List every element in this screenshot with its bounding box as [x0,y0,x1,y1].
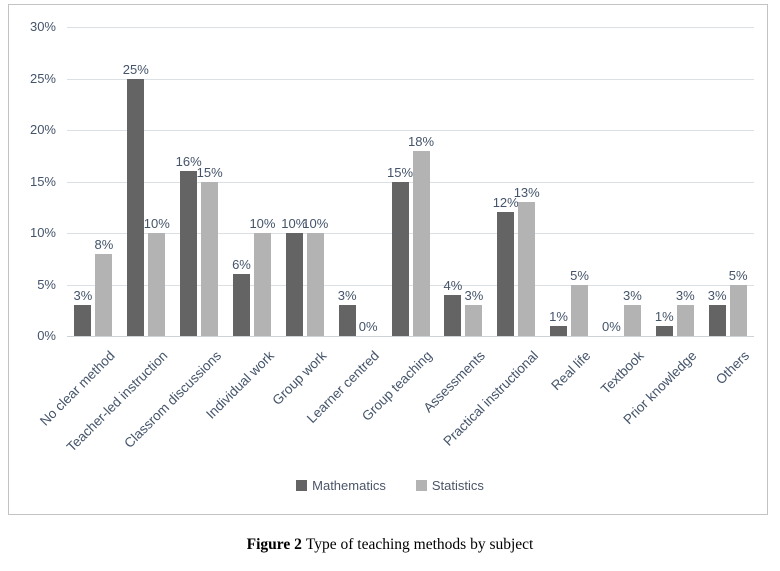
legend-item-mathematics: Mathematics [296,478,386,493]
bar-value-label: 10% [143,216,170,231]
bar-value-label: 16% [175,154,202,170]
bar-mathematics [127,78,145,336]
bar-statistics [253,233,271,336]
bar-mathematics [444,294,462,336]
bar-statistics [412,150,430,336]
legend-label: Mathematics [312,478,386,493]
bar-value-label: 3% [675,288,695,304]
bar-value-label: 4% [443,277,463,293]
bar-statistics [148,233,166,336]
bar-mathematics [497,212,515,336]
bar-value-label: 0% [358,319,378,334]
legend-swatch-icon [415,480,427,491]
legend-swatch-icon [296,480,308,491]
x-axis-label: Real life [548,348,594,394]
bar-mathematics [74,305,92,336]
gridline [67,27,754,28]
bar-mathematics [338,305,356,336]
bar-value-label: 1% [549,308,568,324]
bar-mathematics [550,325,568,336]
y-axis-tick: 5% [37,276,56,292]
bar-value-label: 6% [232,257,251,273]
bar-mathematics [285,233,303,336]
y-axis-tick: 30% [29,19,56,34]
bar-value-label: 10% [281,216,308,231]
chart-legend: Mathematics Statistics [0,478,780,493]
bar-value-label: 3% [623,288,642,304]
bar-value-label: 25% [122,61,149,77]
bar-value-label: 10% [249,216,276,231]
figure-caption-text: Type of teaching methods by subject [305,536,534,553]
x-axis-line [67,336,754,337]
bar-mathematics [655,325,673,336]
bar-statistics [729,284,747,336]
bar-statistics [571,284,589,336]
y-axis-tick: 25% [29,70,56,86]
bar-value-label: 3% [337,288,357,304]
bar-value-label: 5% [728,267,748,283]
bar-value-label: 8% [94,236,114,252]
gridline [67,78,754,80]
bar-value-label: 1% [654,308,674,324]
bar-value-label: 3% [464,288,484,304]
y-axis-tick: 20% [29,122,56,137]
bar-value-label: 13% [513,185,540,201]
x-axis-label: Practical instructional [440,348,541,449]
bar-statistics [623,305,641,336]
x-axis-label: Others [712,348,753,388]
gridline [67,130,754,131]
x-axis-label: Textbook [597,348,647,397]
bar-value-label: 15% [387,164,414,180]
bar-value-label: 15% [196,164,223,180]
gridline [67,284,754,286]
bar-statistics [465,305,483,336]
bar-value-label: 3% [73,288,93,304]
bar-statistics [518,202,536,336]
chart-area: 0% 5% 10% 15% 20% 25% 30% 3% 8% No clear method 25… [8,4,768,515]
bar-statistics [201,181,219,336]
bar-mathematics [708,305,726,336]
bar-mathematics [232,274,250,336]
bar-value-label: 5% [570,267,589,283]
bar-value-label: 10% [302,216,329,231]
y-axis-tick: 10% [29,225,56,240]
bar-value-label: 18% [408,133,435,149]
figure-caption: Figure 2 Type of teaching methods by subj… [0,536,780,554]
legend-label: Statistics [431,478,484,493]
x-axis-label: Teacher-led instruction [64,348,171,455]
bar-value-label: 12% [492,195,519,211]
gridline [67,181,754,183]
bar-statistics [676,305,694,336]
bar-value-label: 3% [707,288,727,304]
bar-mathematics [391,181,409,336]
x-axis-label: Classrom discussions [120,348,224,451]
legend-item-statistics: Statistics [415,478,484,493]
y-axis-tick: 15% [29,173,56,189]
figure-number: Figure 2 [246,536,302,553]
bar-mathematics [180,171,198,336]
bar-value-label: 0% [602,319,621,334]
bar-statistics [95,253,113,336]
bar-statistics [306,233,324,336]
gridline [67,233,754,234]
y-axis-tick: 0% [37,328,56,343]
